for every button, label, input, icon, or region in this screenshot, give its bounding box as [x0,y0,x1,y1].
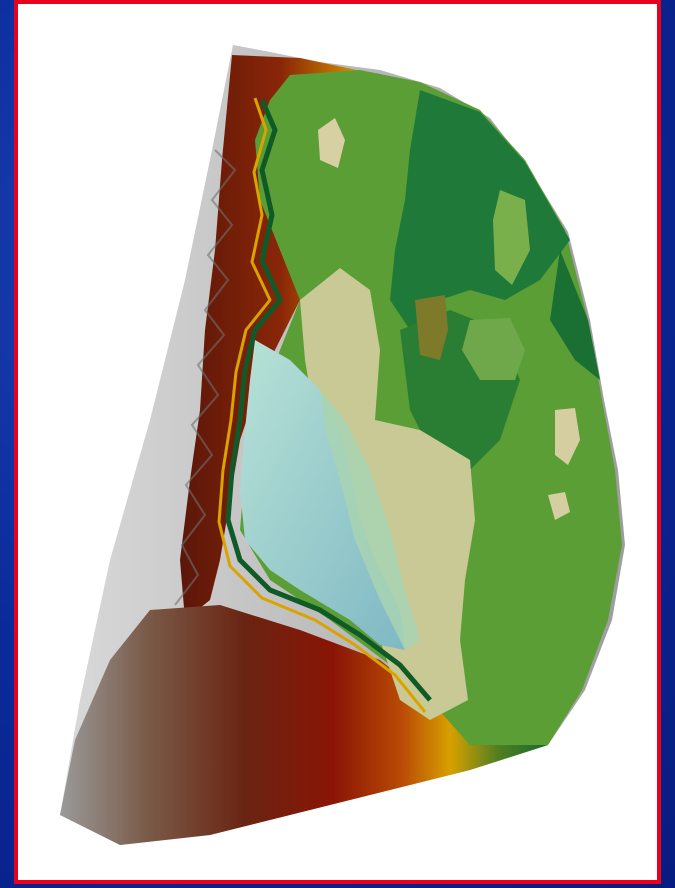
tan-patch-small [548,492,570,520]
tan-patch-north [318,118,345,168]
escarpment-contour [225,99,432,702]
forest-zone-north [390,90,570,330]
escarpment-contour-orange [217,97,427,713]
olive-patch [415,295,448,360]
pale-tan-plain [300,268,475,720]
ridge-band [180,55,470,620]
ridge-shading [174,149,237,606]
valley-water-region [240,340,405,650]
light-green-patch-1 [493,190,530,285]
southern-elevation-bands [60,605,548,845]
valley-shallow-region [320,390,420,650]
forest-zone-east [550,250,600,380]
light-green-patch-2 [462,318,525,380]
tan-patch-east [555,408,580,465]
